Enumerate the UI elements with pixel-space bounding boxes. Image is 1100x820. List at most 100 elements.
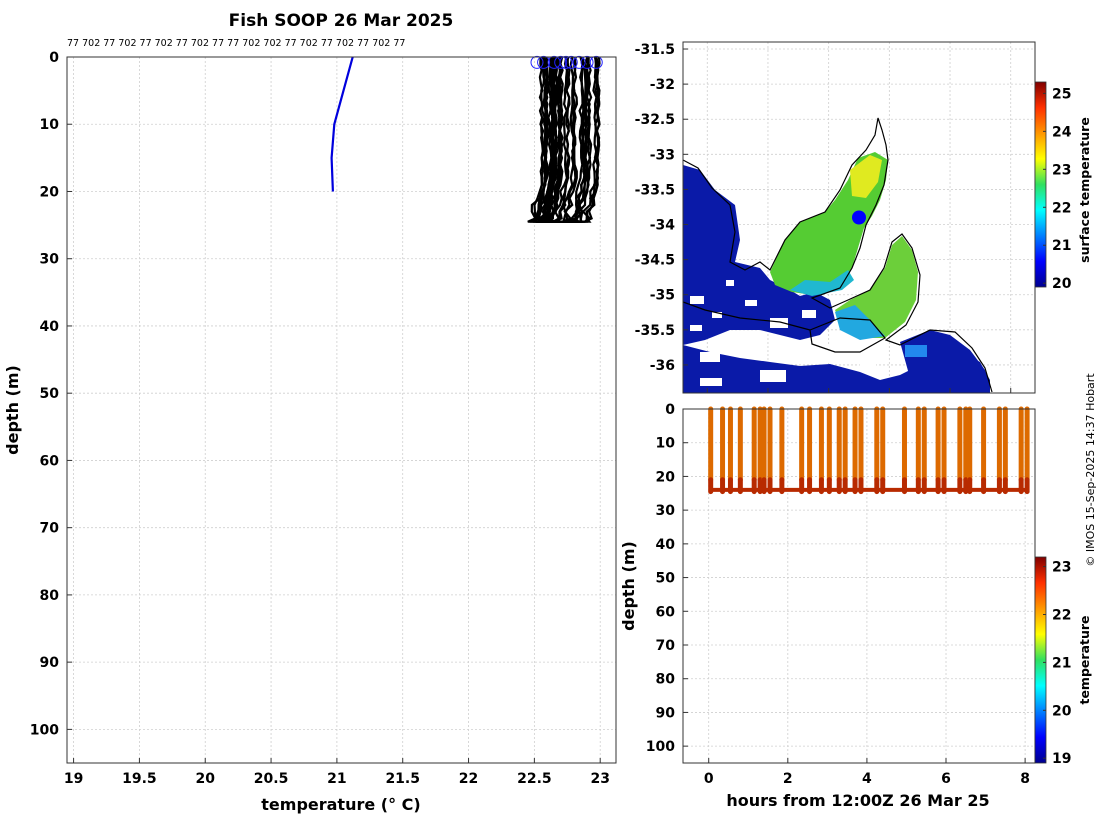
profile-x-tick-label: 19 xyxy=(64,771,83,787)
profile-y-tick-label: 0 xyxy=(49,50,59,66)
profile-line xyxy=(537,57,557,223)
map-colorbar-tick-label: 25 xyxy=(1052,86,1071,102)
profile-y-tick-label: 80 xyxy=(40,588,60,604)
timeseries-y-tick-label: 90 xyxy=(656,705,676,721)
timeseries-x-tick-label: 8 xyxy=(1020,771,1030,787)
profile-start-marker xyxy=(564,55,578,69)
temperature-colorbar-tick-label: 21 xyxy=(1052,655,1071,671)
temperature-colorbar-tick-label: 19 xyxy=(1052,751,1071,767)
map-colorbar-tick-label: 20 xyxy=(1052,276,1072,292)
profile-line xyxy=(536,57,568,223)
timeseries-y-label: depth (m) xyxy=(619,541,638,631)
temperature-colorbar-ticks: 19 20 21 22 23 xyxy=(1043,560,1072,767)
profile-lines xyxy=(527,57,601,223)
profile-y-tick-label: 10 xyxy=(40,117,60,133)
profile-x-tick-label: 21 xyxy=(327,771,346,787)
ocean-temperature-south xyxy=(683,345,990,393)
profile-line xyxy=(562,57,586,223)
profile-line xyxy=(527,57,561,223)
timeseries-y-tick-label: 20 xyxy=(656,469,676,485)
profile-y-ticks: 0 10 20 30 40 50 60 70 80 90 100 xyxy=(30,50,72,738)
profile-start-markers xyxy=(530,55,603,69)
profile-x-tick-label: 23 xyxy=(590,771,609,787)
temperature-colorbar-tick-label: 20 xyxy=(1052,703,1072,719)
chart-title: Fish SOOP 26 Mar 2025 xyxy=(229,11,454,31)
map-colorbar-tick-label: 24 xyxy=(1052,124,1072,140)
profile-y-tick-label: 70 xyxy=(40,521,60,537)
coastlines xyxy=(683,117,993,393)
timeseries-y-tick-label: 30 xyxy=(656,503,676,519)
timeseries-x-tick-label: 0 xyxy=(704,771,714,787)
map-y-tick-label: -33 xyxy=(650,147,675,163)
temperature-colorbar-tick-label: 23 xyxy=(1052,560,1071,576)
map-y-tick-label: -31.5 xyxy=(635,42,675,58)
profile-x-tick-label: 20.5 xyxy=(254,771,289,787)
profile-start-marker xyxy=(580,55,594,69)
timeseries-y-tick-label: 10 xyxy=(656,436,676,452)
gulf-west-mouth-cool xyxy=(790,270,854,296)
temperature-colorbar-tick-label: 22 xyxy=(1052,607,1071,623)
map-y-tick-label: -32.5 xyxy=(635,112,675,128)
profile-grid xyxy=(67,56,616,763)
map-colorbar-label: surface temperature xyxy=(1077,117,1092,263)
profile-y-tick-label: 50 xyxy=(40,386,60,402)
timeseries-y-ticks: 0 10 20 30 40 50 60 70 80 90 100 xyxy=(646,402,688,755)
profile-y-tick-label: 30 xyxy=(40,252,60,268)
profile-line xyxy=(547,57,571,223)
map-colorbar-tick-label: 21 xyxy=(1052,238,1071,254)
profile-x-tick-label: 20 xyxy=(195,771,215,787)
profile-start-marker xyxy=(589,55,603,69)
map-panel: -31.5 -32 -32.5 -33 -33.5 -34 -34.5 -35 -35.5 -36… xyxy=(635,41,1092,394)
profile-x-label: temperature (° C) xyxy=(261,795,420,814)
profile-y-tick-label: 90 xyxy=(40,655,60,671)
map-colorbar-tick-label: 23 xyxy=(1052,162,1071,178)
profile-start-marker xyxy=(537,55,551,69)
map-y-ticks: -31.5 -32 -32.5 -33 -33.5 -34 -34.5 -35 -35.5 -36 xyxy=(635,42,688,374)
coastal-cool-patch xyxy=(905,345,927,357)
ocean-temperature-west xyxy=(683,165,835,345)
profile-y-tick-label: 60 xyxy=(40,453,60,469)
timeseries-x-tick-label: 2 xyxy=(783,771,793,787)
map-colorbar xyxy=(1034,81,1047,288)
vessel-position-marker xyxy=(852,210,866,225)
timeseries-y-tick-label: 100 xyxy=(646,739,675,755)
gulf-east-mouth-cool xyxy=(835,305,885,340)
profile-x-ticks: 19 19.5 20 20.5 21 21.5 22 22.5 23 xyxy=(64,758,610,787)
profile-axes-box xyxy=(66,56,617,764)
imos-credit: © IMOS 15-Sep-2025 14:37 Hobart xyxy=(1084,373,1097,567)
map-y-tick-label: -34 xyxy=(650,218,676,234)
profile-y-tick-label: 20 xyxy=(40,184,60,200)
profile-line xyxy=(540,57,600,223)
temperature-colorbar-label: temperature xyxy=(1077,615,1092,704)
timeseries-y-tick-label: 50 xyxy=(656,571,676,587)
profile-start-marker xyxy=(559,55,573,69)
map-y-tick-label: -35.5 xyxy=(635,323,675,339)
timeseries-y-tick-label: 40 xyxy=(656,537,676,553)
profile-x-tick-label: 22 xyxy=(459,771,478,787)
timeseries-y-tick-label: 60 xyxy=(656,604,676,620)
gulf-west-head-warm xyxy=(850,155,882,198)
profile-start-marker xyxy=(530,55,544,69)
map-x-ticks xyxy=(706,388,1012,393)
timeseries-x-tick-label: 6 xyxy=(941,771,951,787)
profile-x-tick-label: 19.5 xyxy=(122,771,157,787)
map-colorbar-tick-label: 22 xyxy=(1052,200,1071,216)
profile-x-tick-label: 21.5 xyxy=(385,771,420,787)
map-content xyxy=(683,117,993,393)
timeseries-x-label: hours from 12:00Z 26 Mar 25 xyxy=(726,791,989,810)
profile-start-marker xyxy=(572,55,586,69)
timeseries-y-tick-label: 0 xyxy=(665,402,675,418)
profile-line xyxy=(557,57,598,223)
timeseries-panel: 0 2 4 6 8 0 10 20 30 40 50 60 70 80 90 100 hours from … xyxy=(619,402,1092,810)
highlight-profile-line xyxy=(330,56,354,192)
timeseries-y-tick-label: 80 xyxy=(656,672,676,688)
profile-panel: 19 19.5 20 20.5 21 21.5 22 22.5 23 0 10 20 30 40 50 60… xyxy=(3,50,617,814)
map-y-tick-label: -34.5 xyxy=(635,253,675,269)
profile-line xyxy=(536,57,564,223)
map-y-tick-label: -36 xyxy=(650,358,675,374)
map-y-tick-label: -33.5 xyxy=(635,182,675,198)
profile-line xyxy=(535,57,579,223)
map-y-tick-label: -32 xyxy=(650,77,675,93)
profile-x-tick-label: 22.5 xyxy=(517,771,552,787)
